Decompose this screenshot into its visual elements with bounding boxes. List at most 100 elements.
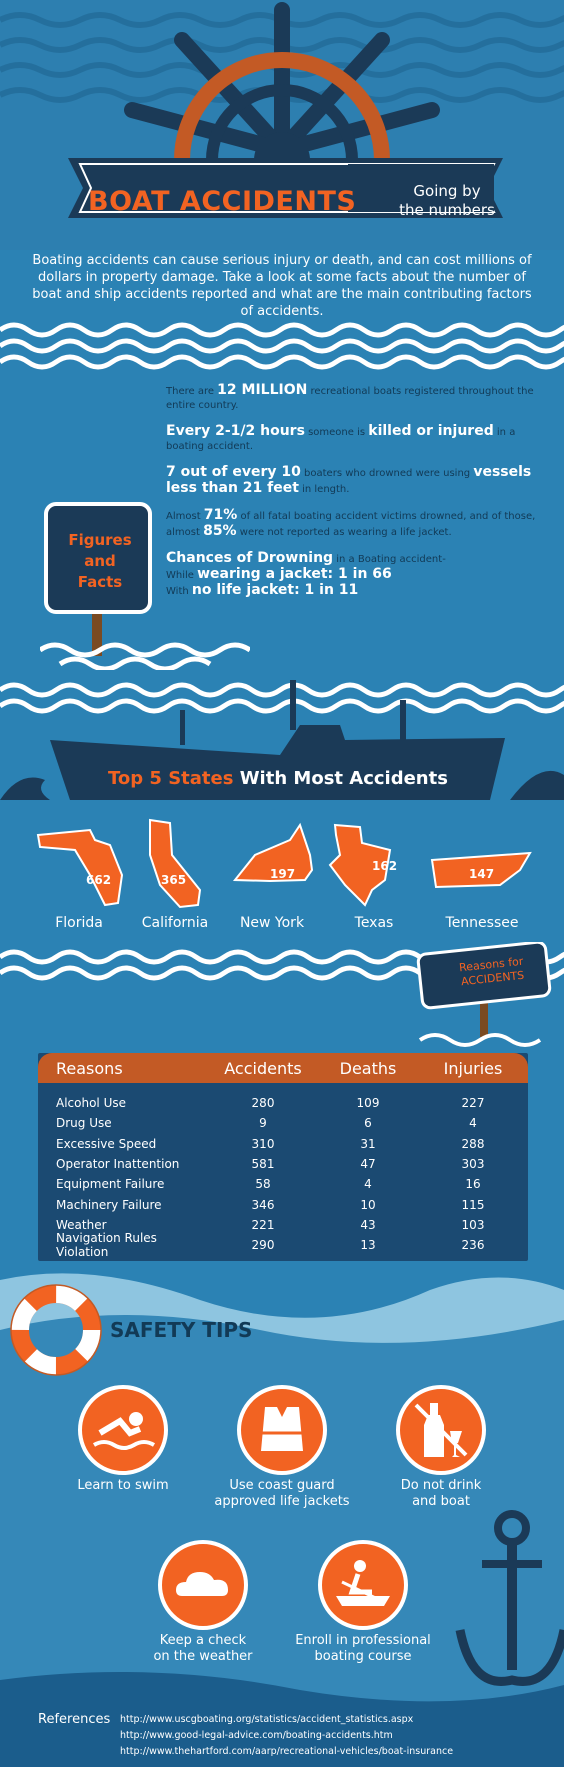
facts-list: There are 12 MILLION recreational boats … (166, 383, 538, 610)
tip-label-line: Use coast guard (229, 1478, 335, 1493)
fact-text: Almost (166, 511, 204, 522)
table-cell: 280 (251, 1096, 275, 1111)
subtitle-line: the numbers (399, 201, 495, 219)
fact-item: Every 2-1/2 hours someone is killed or i… (166, 424, 538, 454)
table-cell: 13 (360, 1238, 376, 1253)
sign-waves (40, 642, 250, 670)
tip-label: Do not drink and boat (361, 1478, 521, 1510)
table-header-cell: Accidents (224, 1058, 302, 1078)
fact-text: With (166, 586, 192, 597)
tip-label: Learn to swim (43, 1478, 203, 1494)
sign-line: Facts (77, 573, 123, 591)
california-shape (149, 818, 202, 909)
safety-title: SAFETY TIPS (110, 1318, 253, 1342)
table-cell: Operator Inattention (56, 1157, 180, 1172)
tip-label-line: boating course (314, 1649, 412, 1664)
tip-icon-circle (237, 1385, 327, 1475)
table-cell: 58 (255, 1177, 271, 1192)
table-row: Alcohol Use 280 109 227 (38, 1093, 528, 1113)
fact-highlight: 12 MILLION (217, 382, 308, 398)
no-alcohol-icon (414, 1403, 468, 1457)
table-cell: Machinery Failure (56, 1197, 162, 1212)
state-count: 197 (270, 867, 296, 881)
table-cell: 31 (360, 1136, 376, 1151)
table-cell: Drug Use (56, 1116, 112, 1131)
reference-link[interactable]: http://www.good-legal-advice.com/boating… (120, 1730, 393, 1741)
tip-label-line: Do not drink (400, 1478, 482, 1493)
reference-link[interactable]: http://www.thehartford.com/aarp/recreati… (120, 1746, 454, 1757)
tip-label-line: approved life jackets (214, 1494, 350, 1509)
table-cell: 103 (461, 1217, 485, 1232)
table-cell: 47 (360, 1157, 376, 1172)
table-cell: 6 (364, 1116, 372, 1131)
table-header-cell: Injuries (443, 1058, 503, 1078)
table-cell: 43 (360, 1217, 376, 1232)
tip-icon-circle (396, 1385, 486, 1475)
ship-icon (0, 680, 564, 800)
intro-text: Boating accidents can cause serious inju… (32, 253, 532, 319)
anchor-icon (455, 1510, 564, 1686)
table-cell: 16 (465, 1177, 481, 1192)
tip-label-line: Keep a check (159, 1633, 247, 1648)
table-cell: 10 (360, 1197, 376, 1212)
state-name: Florida (55, 915, 103, 931)
page-title: BOAT ACCIDENTS (88, 186, 357, 217)
figures-sign (44, 502, 152, 656)
tip-label: Enroll in professional boating course (283, 1633, 443, 1665)
figures-sign-text: Figures and Facts (48, 530, 152, 593)
table-cell: 9 (259, 1116, 267, 1131)
fact-text: in a Boating accident- (333, 554, 446, 565)
fact-text: were not reported as wearing a life jack… (236, 527, 452, 538)
new-york-shape (232, 822, 314, 883)
tip-label: Keep a check on the weather (123, 1633, 283, 1665)
fact-item: There are 12 MILLION recreational boats … (166, 383, 538, 413)
fact-highlight: 7 out of every 10 (166, 464, 301, 480)
table-cell: 288 (461, 1136, 485, 1151)
fact-highlight: no life jacket: 1 in 11 (191, 582, 359, 598)
sign-line: and (84, 552, 116, 570)
rowing-icon (336, 1560, 390, 1606)
states-title-highlight: Top 5 States (108, 768, 234, 789)
fact-highlight: 71% (203, 507, 238, 523)
table-cell: 346 (251, 1197, 275, 1212)
state-count: 162 (372, 859, 398, 873)
tip-icon-circle (158, 1540, 248, 1630)
table-cell: Weather (56, 1217, 107, 1232)
tip-label-line: on the weather (153, 1649, 253, 1664)
fact-item: Almost 71% of all fatal boating accident… (166, 508, 538, 540)
table-cell: Excessive Speed (56, 1136, 157, 1151)
state-name: New York (239, 915, 305, 931)
texas-shape (328, 823, 392, 907)
state-count: 365 (161, 873, 187, 887)
cloud-icon (176, 1572, 228, 1596)
life-ring-icon (10, 1284, 102, 1376)
state-shapes (36, 818, 532, 909)
fact-text: of all fatal boating accident victims dr… (166, 511, 536, 538)
fact-item: 7 out of every 10 boaters who drowned we… (166, 465, 538, 497)
table-cell: 4 (364, 1177, 372, 1192)
reasons-table: Reasons Accidents Deaths Injuries Alcoho… (38, 1053, 528, 1261)
table-cell: 581 (251, 1157, 275, 1172)
fact-text: someone is (304, 427, 369, 438)
tip-label-line: and boat (412, 1494, 470, 1509)
fact-text: boaters who drowned were using (300, 468, 474, 479)
state-count: 147 (469, 867, 495, 881)
title-banner (68, 158, 503, 218)
state-name: California (141, 915, 209, 931)
tip-label-line: Enroll in professional (295, 1633, 431, 1648)
fact-text: in length. (298, 484, 350, 495)
table-cell: Navigation Rules Violation (56, 1231, 157, 1260)
table-row: Operator Inattention 581 47 303 (38, 1154, 528, 1174)
reference-link[interactable]: http://www.uscgboating.org/statistics/ac… (120, 1714, 414, 1725)
table-cell: 227 (461, 1096, 485, 1111)
table-cell: Equipment Failure (56, 1177, 165, 1192)
states-title-rest: With Most Accidents (233, 768, 448, 789)
tip-icon-circle (78, 1385, 168, 1475)
subtitle-line: Going by (413, 182, 481, 200)
fact-highlight: vessels less than 21 feet (166, 464, 532, 496)
page-subtitle: Going by the numbers (392, 182, 502, 220)
reasons-sign (416, 942, 552, 1047)
fact-highlight: 85% (203, 523, 237, 539)
fact-text: recreational boats registered throughout… (166, 386, 534, 411)
